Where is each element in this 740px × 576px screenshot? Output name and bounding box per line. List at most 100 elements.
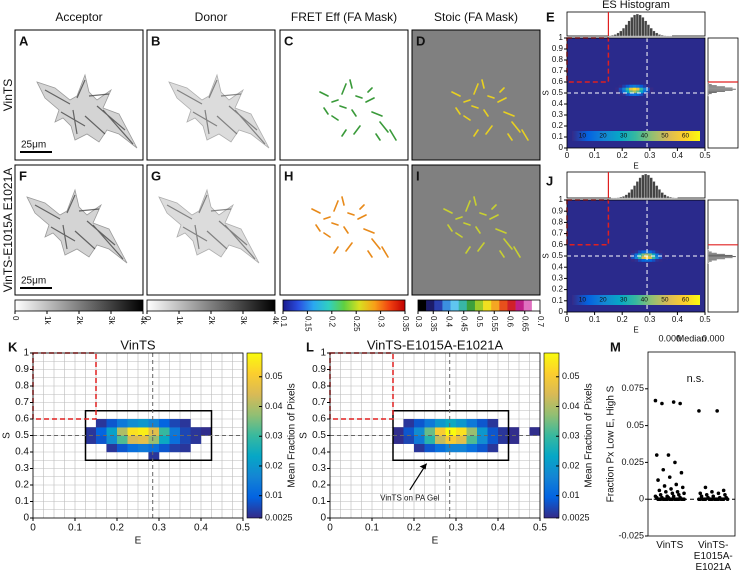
colorbar-swatch	[450, 300, 459, 311]
y-tick-label: 0.4	[15, 447, 29, 458]
histogram-bar	[707, 87, 733, 89]
row-label: VinTS-E1015A E1021A	[1, 168, 15, 293]
heatmap-cell	[477, 427, 488, 436]
colorbar-gradient	[147, 300, 275, 311]
heatmap-cell	[117, 427, 128, 436]
colorbar-swatch	[466, 300, 476, 311]
colorbar-tick-label: 4k	[139, 316, 148, 325]
x-tick-label: 0.3	[644, 315, 656, 324]
heatmap-cell	[634, 258, 639, 262]
heatmap-cell	[424, 443, 436, 453]
x-tick-label: 0.4	[672, 315, 684, 324]
y-tick-label: 0.7	[552, 66, 564, 75]
chart-title: ES Histogram	[602, 0, 670, 11]
y-tick-label: 0.3	[15, 463, 29, 474]
data-point	[662, 484, 667, 488]
histogram-bar	[707, 91, 718, 94]
heatmap-cell	[445, 435, 457, 444]
panel-letter: I	[416, 168, 420, 183]
colorbar-tick-label: 0.6	[505, 316, 514, 328]
heatmap-cell	[435, 419, 446, 428]
histogram-bar	[707, 82, 710, 85]
heatmap-cell	[629, 93, 633, 96]
colorbar-tick-label: 4k	[271, 316, 280, 325]
panel-letter: L	[306, 339, 314, 354]
histogram-bar	[616, 32, 620, 37]
y-tick-label: 1	[559, 33, 564, 42]
histogram-bar	[707, 92, 713, 95]
heatmap-cell	[487, 443, 499, 453]
colorbar-swatch	[426, 300, 435, 311]
data-point	[671, 494, 676, 499]
heatmap-cell	[435, 443, 446, 453]
histogram-bar	[611, 34, 615, 37]
image-panel	[411, 164, 541, 296]
heatmap-cell	[648, 253, 653, 257]
histogram-bar	[641, 17, 645, 37]
heatmap-cell	[169, 427, 181, 436]
colorbar-tick-label: 30	[620, 133, 628, 140]
x-axis-label: E	[633, 162, 638, 171]
x-tick-label: 0	[565, 151, 570, 160]
colorbar-tick-label: 0.03	[562, 431, 580, 441]
heatmap-cell	[148, 443, 160, 453]
heatmap-cell	[638, 256, 642, 259]
colorbar-tick-label: 0.7	[536, 316, 545, 328]
heatmap-cell	[658, 253, 663, 257]
x-tick-label: 0	[30, 523, 36, 534]
heatmap-cell	[658, 258, 663, 262]
data-point	[656, 478, 660, 482]
histogram-bar	[619, 30, 623, 37]
heatmap-cell	[393, 427, 404, 436]
heatmap-cell	[414, 427, 425, 436]
heatmap-cell	[636, 84, 640, 88]
y-tick-label: 0.6	[312, 414, 326, 425]
colorbar-tick-label: 60	[682, 297, 690, 304]
heatmap-cell	[615, 87, 619, 91]
histogram-bar	[707, 84, 713, 86]
heatmap-cell	[487, 419, 499, 428]
colorbar-tick-label: 0.3	[376, 316, 385, 328]
x-tick-label: 0.5	[533, 523, 547, 534]
chart-title: VinTS-E1015A-E1021A	[367, 337, 504, 352]
heatmap-cell	[403, 435, 415, 444]
colorbar-tick-label: 60	[682, 133, 690, 140]
panel-letter: H	[284, 168, 293, 183]
heatmap-cell	[466, 419, 478, 428]
histogram-bar	[627, 20, 631, 37]
histogram-bar	[627, 192, 631, 199]
scale-bar-label: 25μm	[21, 140, 46, 151]
data-point	[660, 401, 664, 406]
heatmap-cell	[622, 93, 626, 96]
heatmap-cell	[639, 93, 644, 96]
histogram-bar	[635, 13, 639, 37]
histogram-bar	[652, 181, 656, 199]
x-tick-label: 0.1	[365, 523, 379, 534]
heatmap-cell	[456, 419, 467, 428]
heatmap-cell	[466, 435, 478, 444]
colorbar-tick-label: 0.15	[303, 316, 312, 332]
colorbar-tick-label: 0.35	[401, 316, 410, 332]
heatmap-cell	[180, 435, 191, 444]
heatmap-cell	[649, 90, 654, 94]
histogram-bar	[622, 27, 626, 37]
histogram-bar	[652, 30, 656, 37]
column-title: Acceptor	[55, 10, 102, 24]
annotation-arrowhead	[419, 463, 427, 470]
heatmap-cell	[456, 443, 467, 453]
y-tick-label: 0.1	[552, 296, 564, 305]
y-tick-label: 0.8	[552, 218, 564, 227]
colorbar-tick-label: 40	[641, 297, 649, 304]
x-tick-label: VinTS- E1015A- E1021A	[693, 540, 733, 573]
heatmap-cell	[651, 258, 656, 262]
axes-frame	[647, 351, 736, 537]
histogram-bar	[657, 189, 661, 199]
heatmap-cell	[487, 427, 499, 436]
heatmap-cell	[106, 427, 118, 436]
y-tick-label: 0	[320, 513, 326, 524]
heatmap-cell	[631, 250, 635, 254]
y-tick-label: 0	[23, 513, 29, 524]
image-panel	[279, 164, 409, 296]
heatmap-cell	[632, 93, 637, 96]
heatmap-cell	[445, 443, 457, 453]
